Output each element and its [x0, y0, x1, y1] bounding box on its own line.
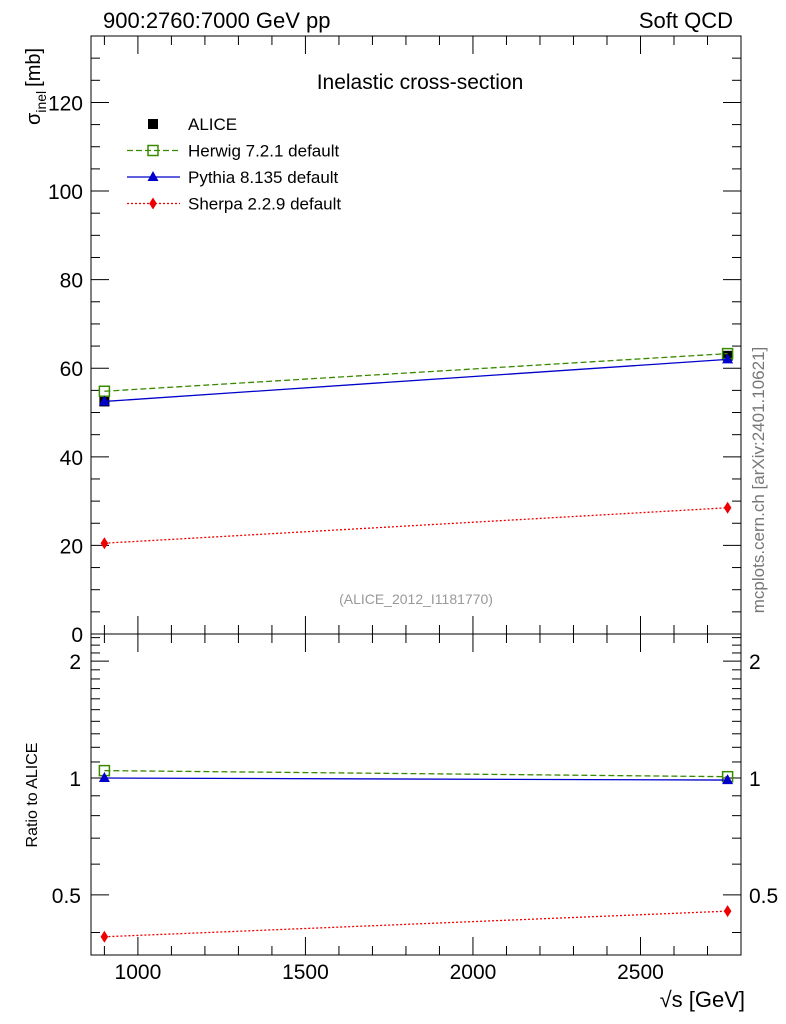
main-y-tick-label: 100 [48, 181, 83, 204]
ratio-point-sherpa-2-2-9-default [723, 905, 732, 918]
main-y-tick-label: 0 [71, 624, 83, 647]
main-y-tick-label: 120 [48, 92, 83, 115]
ratio-y-tick-label: 1 [69, 768, 81, 791]
x-tick-label: 2500 [617, 961, 664, 984]
x-tick-label: 1000 [115, 961, 162, 984]
main-point-sherpa-2-2-9-default [723, 501, 732, 514]
ratio-point-pythia-8-135-default [98, 772, 110, 783]
y-label-symbol: σ [23, 112, 45, 125]
main-point-pythia-8-135-default [98, 395, 110, 406]
ratio-plot-frame [90, 633, 742, 956]
ratio-y-tick-label-right: 1 [749, 768, 761, 791]
legend-marker [148, 119, 158, 129]
ratio-point-pythia-8-135-default [722, 774, 734, 785]
legend-marker [147, 144, 159, 157]
ratio-line-pythia-8-135-default [104, 777, 728, 781]
ratio-line-sherpa-2-2-9-default [104, 910, 728, 938]
y-label-subscript: inel [33, 91, 49, 113]
ratio-axis-ticks: 0.5 0.5 1 1 2 2 1000 1500 2000 2500 [52, 634, 778, 984]
ratio-line-herwig-7-2-1-default [104, 769, 728, 778]
header-left: 900:2760:7000 GeV pp [103, 8, 331, 33]
legend-entry-alice: ALICE [148, 115, 237, 134]
ratio-y-axis-label: Ratio to ALICE [24, 743, 41, 848]
header-right: Soft QCD [639, 8, 733, 33]
legend-label: Herwig 7.2.1 default [188, 142, 339, 161]
main-y-tick-label: 40 [60, 447, 83, 470]
legend-marker [149, 197, 157, 210]
ratio-y-tick-label: 0.5 [52, 885, 81, 908]
y-label-unit: [mb] [23, 48, 45, 87]
main-point-pythia-8-135-default [722, 353, 734, 364]
legend-label: Sherpa 2.2.9 default [188, 195, 341, 214]
main-series-layer [98, 347, 734, 550]
ratio-y-tick-label-right: 0.5 [749, 885, 778, 908]
legend: ALICE Herwig 7.2.1 default Pythia 8.135 de… [127, 115, 341, 214]
chart-title: Inelastic cross-section [317, 71, 524, 94]
legend-marker [147, 171, 159, 181]
legend-entry-pythia-8-135-default: Pythia 8.135 default [127, 168, 339, 187]
main-line-sherpa-2-2-9-default [104, 507, 728, 544]
ratio-y-tick-label: 2 [69, 651, 81, 674]
main-axis-ticks: 0 20 40 60 80 100 120 [48, 35, 742, 647]
main-y-axis-label: σinel [mb] [23, 48, 49, 125]
x-axis-label: √s [GeV] [660, 987, 745, 1012]
main-y-tick-label: 80 [60, 270, 83, 293]
ratio-point-sherpa-2-2-9-default [100, 930, 109, 943]
x-tick-label: 1500 [282, 961, 329, 984]
ratio-y-tick-label-right: 2 [749, 651, 761, 674]
legend-label: Pythia 8.135 default [188, 168, 339, 187]
side-label: mcplots.cern.ch [arXiv:2401.10621] [749, 347, 768, 613]
main-point-sherpa-2-2-9-default [100, 537, 109, 550]
legend-label: ALICE [188, 115, 237, 134]
ratio-series-layer [98, 764, 734, 943]
svg-text:σinel[mb]: σinel [mb] [23, 48, 49, 125]
main-y-tick-label: 20 [60, 535, 83, 558]
x-tick-label: 2000 [450, 961, 497, 984]
main-y-tick-label: 60 [60, 358, 83, 381]
main-line-pythia-8-135-default [104, 358, 728, 403]
legend-entry-sherpa-2-2-9-default: Sherpa 2.2.9 default [127, 195, 341, 214]
reference-label: (ALICE_2012_I1181770) [339, 591, 493, 607]
main-line-herwig-7-2-1-default [104, 352, 728, 392]
legend-entry-herwig-7-2-1-default: Herwig 7.2.1 default [127, 142, 339, 161]
